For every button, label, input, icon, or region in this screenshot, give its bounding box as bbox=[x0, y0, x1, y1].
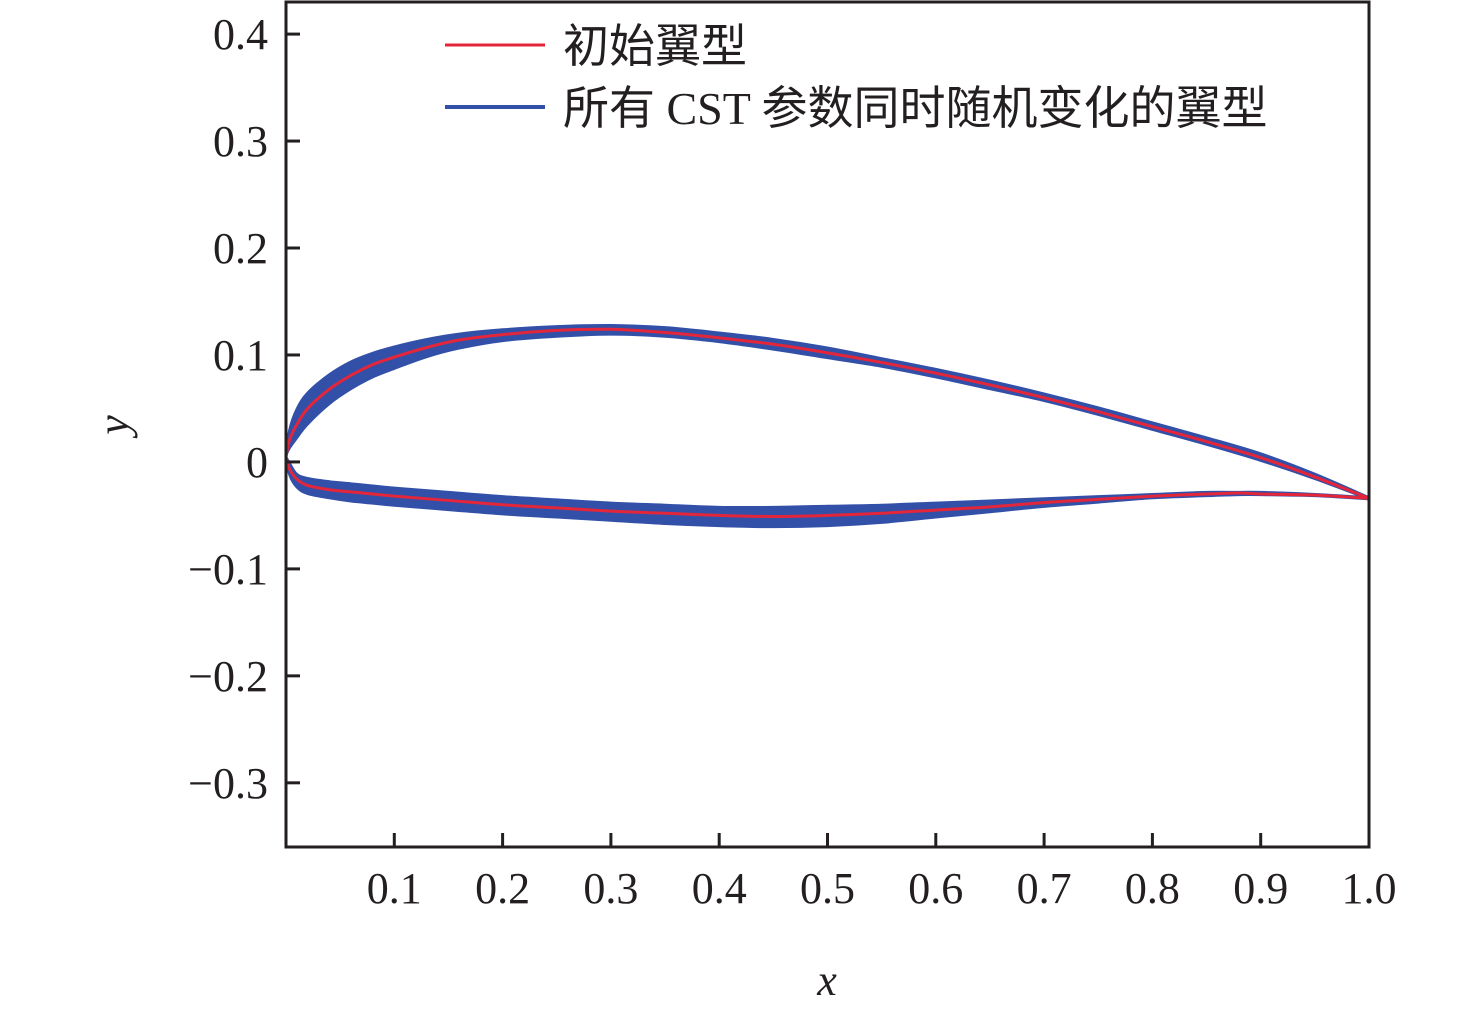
y-tick-label-0: 0.4 bbox=[213, 10, 268, 59]
axis-ticks bbox=[286, 32, 1371, 847]
x-tick-label-1: 0.2 bbox=[475, 864, 530, 913]
x-tick-label-4: 0.5 bbox=[800, 864, 855, 913]
initial-airfoil-upper-line bbox=[284, 327, 1370, 500]
x-tick-label-2: 0.3 bbox=[583, 864, 638, 913]
x-tick-label-7: 0.8 bbox=[1125, 864, 1180, 913]
legend-label-random: 所有 CST 参数同时随机变化的翼型 bbox=[563, 83, 1268, 134]
legend: 初始翼型 所有 CST 参数同时随机变化的翼型 bbox=[445, 21, 1268, 134]
y-tick-label-3: 0.1 bbox=[213, 331, 268, 380]
initial-airfoil-lower-line bbox=[284, 456, 1370, 518]
x-tick-label-5: 0.6 bbox=[908, 864, 963, 913]
x-tick-label-3: 0.4 bbox=[692, 864, 747, 913]
x-tick-label-8: 0.9 bbox=[1233, 864, 1288, 913]
random-airfoil-upper-band bbox=[285, 323, 1370, 501]
y-tick-label-6: −0.2 bbox=[188, 652, 268, 701]
x-tick-label-6: 0.7 bbox=[1017, 864, 1072, 913]
x-tick-label-0: 0.1 bbox=[367, 864, 422, 913]
y-tick-label-1: 0.3 bbox=[213, 117, 268, 166]
data-lines bbox=[284, 327, 1370, 518]
y-tick-label-7: −0.3 bbox=[188, 759, 268, 808]
legend-label-initial: 初始翼型 bbox=[563, 21, 747, 72]
x-axis-label: x bbox=[816, 956, 837, 1005]
y-tick-label-5: −0.1 bbox=[188, 545, 268, 594]
y-tick-label-4: 0 bbox=[246, 438, 268, 487]
x-tick-label-9: 1.0 bbox=[1342, 864, 1397, 913]
y-axis-label: y bbox=[89, 415, 138, 439]
y-tick-label-2: 0.2 bbox=[213, 224, 268, 273]
data-bands bbox=[285, 323, 1370, 529]
tick-labels: 0.1 0.2 0.3 0.4 0.5 0.6 0.7 0.8 0.9 1.0 0.4 0.3 0.2 0… bbox=[188, 10, 1396, 913]
